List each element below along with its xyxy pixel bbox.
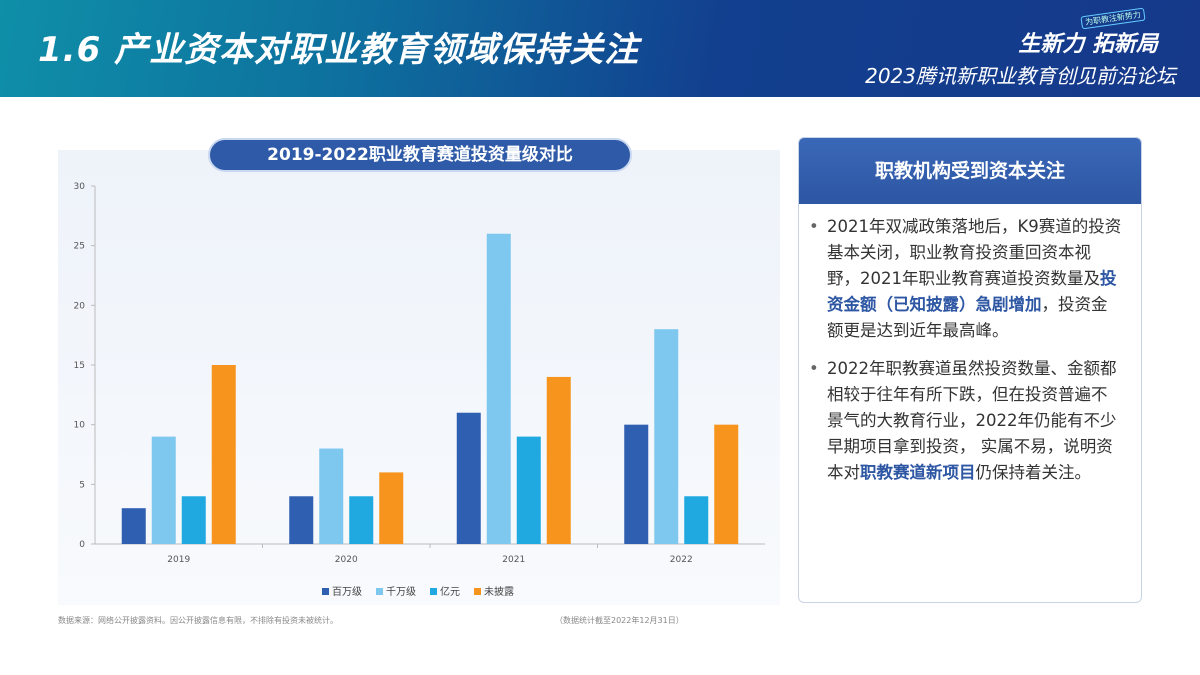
- bar-百万级-2019: [121, 508, 146, 544]
- highlight-text: 投资金额（已知披露）急剧增加: [827, 269, 1117, 314]
- y-tick-label: 25: [74, 242, 85, 252]
- bullet-point: 2022年职教赛道虽然投资数量、金额都相较于往年有所下跌，但在投资普遍不景气的大…: [809, 356, 1123, 486]
- highlight-text: 职教赛道新项目: [860, 463, 976, 482]
- legend-swatch: [474, 588, 481, 595]
- header-banner: 1.6 产业资本对职业教育领域保持关注 为职教注新势力 生新力 拓新局 2023…: [0, 0, 1200, 97]
- chart-title: 2019-2022职业教育赛道投资量级对比: [208, 138, 632, 172]
- bar-百万级-2022: [624, 424, 649, 544]
- legend-swatch: [322, 588, 329, 595]
- y-tick-label: 15: [74, 361, 85, 371]
- bar-百万级-2021: [456, 412, 481, 544]
- bullet-text: 2022年职教赛道虽然投资数量、金额都相较于往年有所下跌，但在投资普遍不景气的大…: [827, 359, 1117, 482]
- y-tick-label: 10: [74, 421, 86, 431]
- bullet-point: 2021年双减政策落地后，K9赛道的投资基本关闭，职业教育投资重回资本视野，20…: [809, 214, 1123, 344]
- x-tick-label: 2019: [167, 555, 190, 565]
- legend-item: 亿元: [430, 583, 460, 598]
- y-tick-label: 5: [79, 480, 85, 490]
- bar-未披露-2020: [379, 472, 404, 544]
- bar-亿元-2022: [684, 496, 709, 544]
- bar-未披露-2022: [714, 424, 739, 544]
- legend-item: 千万级: [376, 583, 416, 598]
- x-tick-label: 2022: [670, 555, 693, 565]
- x-tick-label: 2020: [335, 555, 358, 565]
- bullet-text: ，投资金额更是达到近年最高峰。: [827, 295, 1108, 340]
- page-title: 1.6 产业资本对职业教育领域保持关注: [38, 30, 640, 70]
- slogan: 生新力 拓新局: [1018, 32, 1158, 57]
- legend-label: 亿元: [440, 587, 460, 598]
- forum-name: 2023腾讯新职业教育创见前沿论坛: [865, 64, 1176, 88]
- info-panel: 职教机构受到资本关注 2021年双减政策落地后，K9赛道的投资基本关闭，职业教育…: [798, 137, 1142, 603]
- x-tick-label: 2021: [502, 555, 525, 565]
- bar-千万级-2019: [151, 436, 176, 544]
- legend-swatch: [430, 588, 437, 595]
- legend-label: 未披露: [484, 587, 514, 598]
- legend-label: 千万级: [386, 587, 416, 598]
- chart-area: 0 5 10 15 20 25 30 2019 2020 2021 2022: [58, 150, 780, 605]
- bar-百万级-2020: [289, 496, 314, 544]
- bar-亿元-2020: [349, 496, 374, 544]
- chart-legend: 百万级 千万级 亿元 未披露: [322, 583, 514, 598]
- data-source-note: 数据来源：网络公开披露资料。因公开披露信息有限，不排除有投资未被统计。: [58, 616, 338, 625]
- legend-item: 未披露: [474, 583, 514, 598]
- panel-title: 职教机构受到资本关注: [799, 138, 1141, 204]
- y-tick-label: 30: [74, 182, 86, 192]
- bar-千万级-2022: [654, 329, 679, 544]
- legend-item: 百万级: [322, 583, 362, 598]
- bar-千万级-2021: [486, 233, 511, 544]
- legend-swatch: [376, 588, 383, 595]
- bar-chart: 0 5 10 15 20 25 30 2019 2020 2021 2022: [74, 182, 765, 565]
- bar-未披露-2021: [546, 376, 571, 544]
- legend-label: 百万级: [332, 587, 362, 598]
- bar-亿元-2019: [181, 496, 206, 544]
- bullet-text: 2021年双减政策落地后，K9赛道的投资基本关闭，职业教育投资重回资本视野，20…: [827, 217, 1122, 288]
- bar-亿元-2021: [516, 436, 541, 544]
- bullet-text: 仍保持着关注。: [975, 463, 1092, 482]
- bar-千万级-2020: [319, 448, 344, 544]
- y-tick-label: 20: [74, 301, 86, 311]
- bar-未披露-2019: [211, 365, 236, 544]
- y-tick-label: 0: [79, 540, 85, 550]
- data-date-note: （数据统计截至2022年12月31日）: [555, 616, 684, 625]
